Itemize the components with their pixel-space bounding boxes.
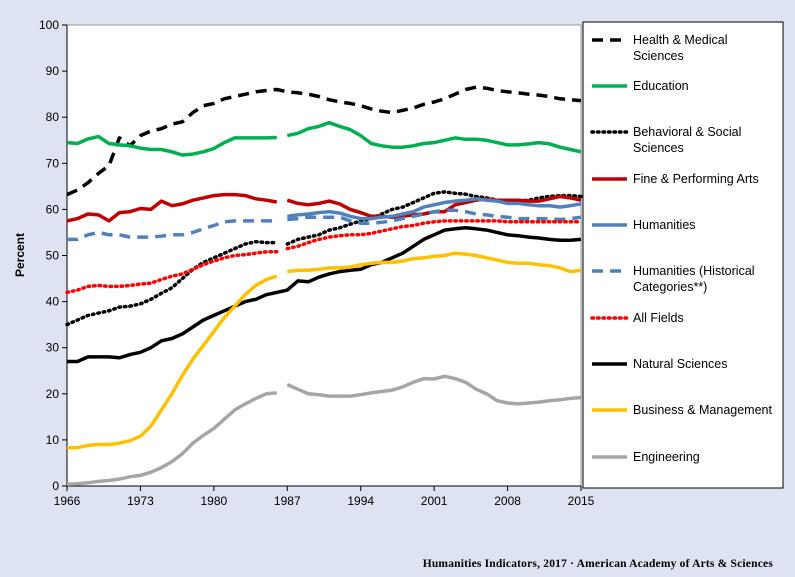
series-line-natural-sciences: [67, 226, 582, 364]
series-line-humanities: [287, 197, 582, 221]
legend-label: Behavioral & Social: [633, 125, 741, 139]
y-tick-label: 40: [46, 295, 60, 309]
legend-label: All Fields: [633, 311, 684, 325]
series-line-all-fields: [65, 250, 279, 295]
legend-label: Sciences: [633, 49, 684, 63]
x-tick-label: 1980: [201, 494, 228, 508]
y-tick-label: 60: [46, 202, 60, 216]
series-line-business-management: [287, 251, 582, 274]
y-tick-label: 70: [46, 156, 60, 170]
legend: Health & Medical Sciences Education Behavio…: [590, 33, 772, 464]
legend-label: Business & Management: [633, 403, 772, 417]
x-tick-label: 1966: [54, 494, 81, 508]
y-tick-label: 90: [46, 64, 60, 78]
series-lines: [65, 85, 583, 486]
legend-label: Health & Medical: [633, 33, 728, 47]
x-tick-label: 2015: [568, 494, 595, 508]
x-tick-label: 2008: [494, 494, 521, 508]
series-line-education: [286, 120, 582, 154]
series-line-all-fields: [285, 219, 583, 251]
legend-label: Humanities (Historical: [633, 264, 755, 278]
y-tick-label: 100: [39, 18, 59, 32]
axes: 0 10 20 30 40 50 60 70 80 90 100 1966 1973 1980 1987 19…: [39, 18, 595, 508]
series-line-humanities-historical-categories: [67, 219, 277, 242]
series-line-education: [66, 134, 277, 157]
legend-label: Natural Sciences: [633, 357, 728, 371]
x-tick-label: 2001: [421, 494, 448, 508]
legend-label: Fine & Performing Arts: [633, 172, 759, 186]
x-tick-label: 1987: [274, 494, 301, 508]
series-line-engineering: [286, 374, 582, 406]
y-tick-label: 50: [46, 249, 60, 263]
legend-label: Engineering: [633, 450, 700, 464]
y-tick-label: 80: [46, 110, 60, 124]
y-tick-label: 0: [52, 479, 59, 493]
source-footer: Humanities Indicators, 2017 · American A…: [422, 558, 773, 570]
series-line-humanities-historical-categories: [287, 208, 582, 225]
legend-label: Education: [633, 79, 689, 93]
legend-label: Sciences: [633, 141, 684, 155]
series-line-behavioral-social-sciences: [65, 239, 279, 327]
x-tick-label: 1973: [127, 494, 154, 508]
series-line-business-management: [67, 274, 278, 450]
series-line-engineering: [66, 391, 277, 486]
plot-area: [66, 24, 582, 487]
y-axis-label: Percent: [13, 233, 27, 277]
legend-label: Categories**): [633, 280, 707, 294]
y-tick-label: 10: [46, 433, 60, 447]
x-tick-label: 1994: [347, 494, 374, 508]
series-line-fine-performing-arts: [66, 192, 278, 223]
y-tick-label: 20: [46, 387, 60, 401]
y-tick-label: 30: [46, 341, 60, 355]
legend-label: Humanities: [633, 218, 696, 232]
